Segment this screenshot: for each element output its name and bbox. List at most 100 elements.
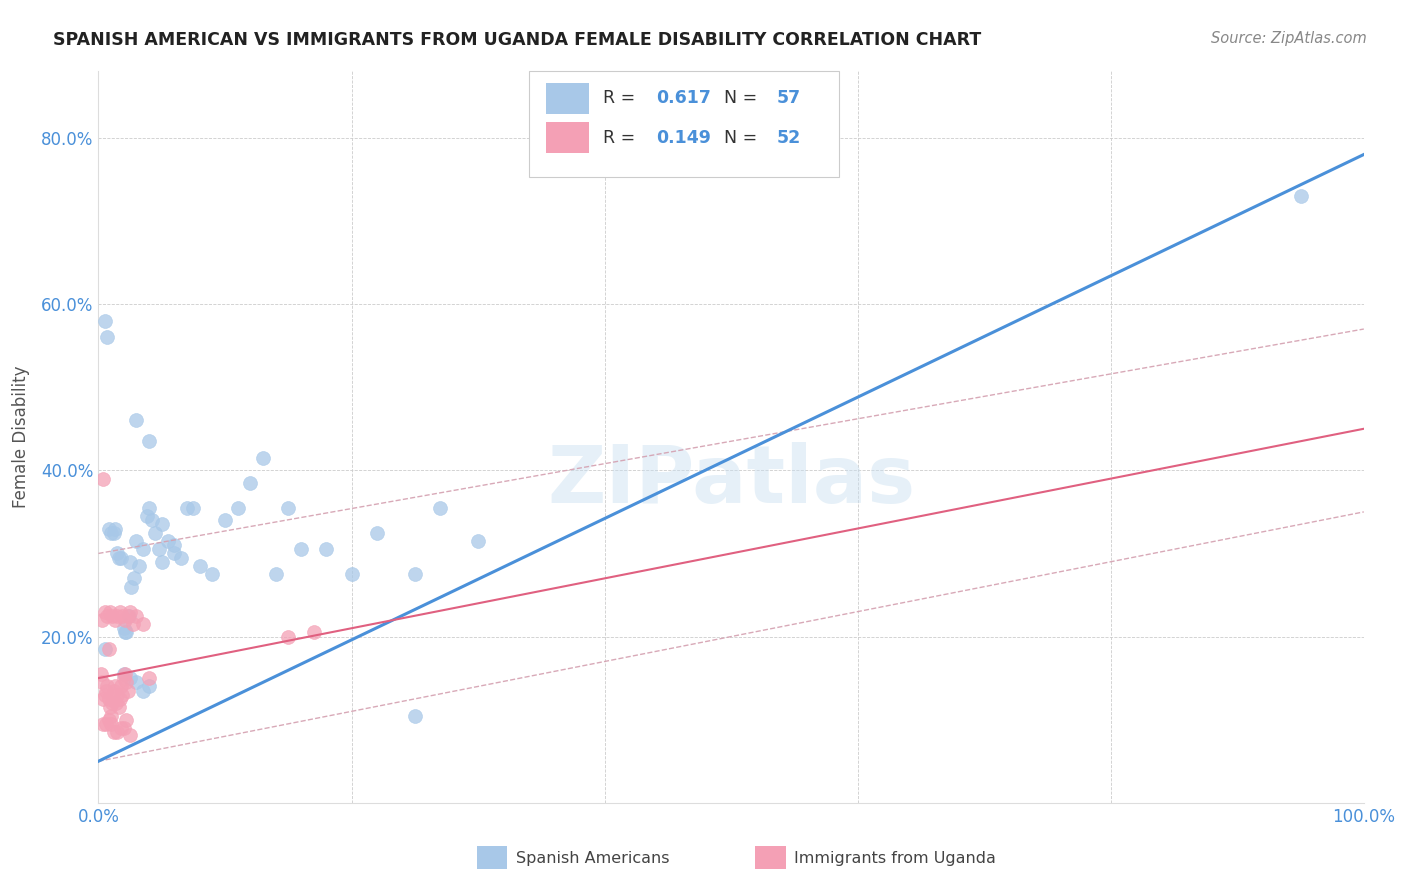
Point [96,330,118,344]
Point [150,517,173,532]
Text: N =: N = [724,89,762,107]
Point [122,571,145,585]
Point [100,708,122,723]
Point [108,692,131,706]
Point [120,605,141,619]
Point [366,525,388,540]
Point [100,716,122,731]
Point [138,680,160,694]
Point [104,680,127,694]
Point [107,550,129,565]
Point [93,605,117,619]
Point [138,671,160,685]
Point [115,713,138,727]
Point [114,625,136,640]
Point [112,721,135,735]
Point [404,708,426,723]
FancyBboxPatch shape [477,846,508,870]
Text: Spanish Americans: Spanish Americans [516,851,669,866]
Point [277,500,299,515]
Point [97,713,120,727]
Point [135,509,157,524]
Point [277,630,299,644]
Point [101,608,124,623]
Point [93,716,115,731]
Point [125,608,148,623]
Text: N =: N = [724,129,762,147]
Text: 52: 52 [776,129,801,147]
Point [112,671,135,685]
Point [120,728,141,742]
Point [132,617,155,632]
Point [97,521,120,535]
Point [121,617,143,632]
Point [188,558,211,573]
Point [112,621,135,635]
Point [315,542,337,557]
Text: 0.617: 0.617 [657,89,711,107]
Point [138,500,160,515]
Point [97,642,120,657]
Point [104,613,127,627]
Text: Immigrants from Uganda: Immigrants from Uganda [794,851,997,866]
Text: R =: R = [603,89,641,107]
Point [94,716,117,731]
Y-axis label: Female Disability: Female Disability [11,366,30,508]
Point [138,434,160,449]
Point [93,472,115,486]
Text: SPANISH AMERICAN VS IMMIGRANTS FROM UGANDA FEMALE DISABILITY CORRELATION CHART: SPANISH AMERICAN VS IMMIGRANTS FROM UGAN… [53,31,981,49]
Point [111,688,134,702]
Point [98,700,121,714]
Point [120,555,141,569]
Point [108,605,131,619]
Point [105,696,128,710]
Point [103,525,125,540]
Point [183,500,205,515]
Point [132,542,155,557]
Point [93,692,115,706]
Point [107,546,129,560]
Point [111,608,134,623]
Text: ZIPatlas: ZIPatlas [547,442,915,520]
Point [125,413,148,427]
Point [91,613,114,627]
Point [117,683,139,698]
Point [404,567,426,582]
Point [115,625,138,640]
Point [340,567,363,582]
Point [94,683,117,698]
Point [117,608,139,623]
Point [104,521,127,535]
Point [163,546,186,560]
Point [112,667,135,681]
Point [1289,189,1312,203]
Point [120,580,142,594]
Point [93,688,117,702]
Point [150,555,173,569]
Point [107,688,129,702]
Point [239,475,262,490]
FancyBboxPatch shape [547,122,589,153]
Point [100,525,122,540]
Point [103,683,125,698]
Point [125,533,148,548]
Point [110,721,132,735]
Point [93,314,117,328]
Text: R =: R = [603,129,641,147]
Point [107,700,129,714]
Point [93,642,117,657]
Point [132,683,155,698]
Text: 57: 57 [776,89,801,107]
FancyBboxPatch shape [547,83,589,114]
Point [145,525,166,540]
Point [201,567,224,582]
Point [103,725,125,739]
Point [96,680,118,694]
Point [120,671,141,685]
Point [98,605,121,619]
Point [107,725,129,739]
Point [128,558,150,573]
Point [96,608,118,623]
Point [252,450,274,465]
Point [429,500,451,515]
